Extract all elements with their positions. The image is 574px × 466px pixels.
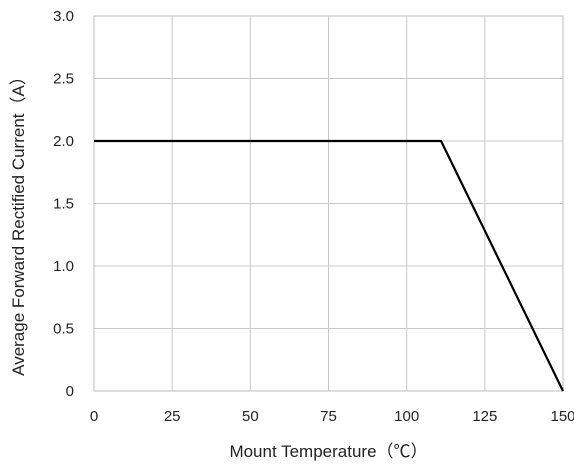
y-tick-label: 0 xyxy=(66,383,74,400)
y-axis-ticks: 0 0.5 1.0 1.5 2.0 2.5 3.0 xyxy=(53,8,74,400)
grid xyxy=(93,15,564,392)
x-tick-label: 50 xyxy=(242,408,259,425)
y-tick-label: 3.0 xyxy=(53,8,74,25)
y-tick-label: 2.5 xyxy=(53,71,74,88)
y-tick-label: 1.0 xyxy=(53,258,74,275)
series-line-0 xyxy=(94,139,564,392)
plot-area xyxy=(93,15,564,392)
y-tick-label: 0.5 xyxy=(53,321,74,338)
x-tick-label: 0 xyxy=(90,408,98,425)
series-group xyxy=(94,139,564,392)
y-tick-label: 1.5 xyxy=(53,196,74,213)
x-tick-label: 75 xyxy=(320,408,337,425)
x-axis-ticks: 0 25 50 75 100 125 150 xyxy=(90,408,574,425)
x-tick-label: 150 xyxy=(550,408,574,425)
x-tick-label: 25 xyxy=(164,408,181,425)
x-tick-label: 100 xyxy=(394,408,419,425)
y-tick-label: 2.0 xyxy=(53,133,74,150)
x-tick-label: 125 xyxy=(472,408,497,425)
y-axis-title: Average Forward Rectified Current（A） xyxy=(9,68,28,376)
x-axis-title: Mount Temperature（℃） xyxy=(229,442,427,461)
